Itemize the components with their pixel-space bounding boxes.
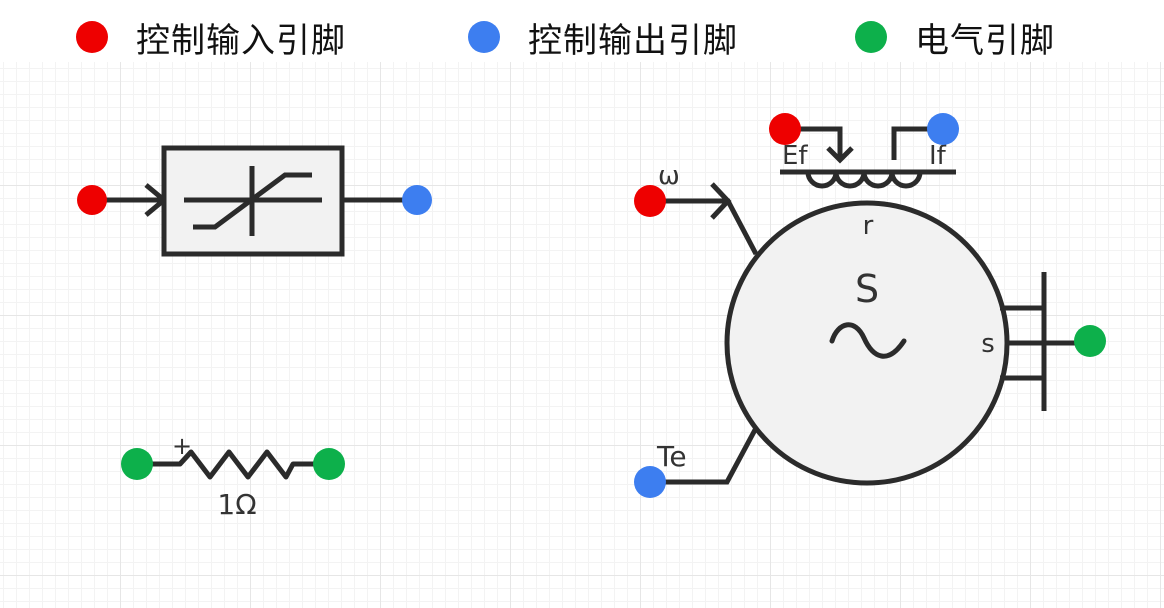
saturation-curve-icon xyxy=(193,172,312,230)
ef-arrow-icon xyxy=(826,146,854,164)
legend-electrical: 电气引脚 xyxy=(855,12,1055,62)
resistor-pin-left[interactable] xyxy=(121,448,153,480)
resistor-pin-right[interactable] xyxy=(313,448,345,480)
ac-wave-icon xyxy=(829,322,907,359)
stator-label: s xyxy=(981,329,995,359)
omega-label: ω xyxy=(658,161,680,191)
green-dot-icon xyxy=(855,21,887,53)
control-input-pin[interactable] xyxy=(77,185,107,215)
stator-electrical-pin[interactable] xyxy=(1074,325,1106,357)
legend-label-control-input: 控制输入引脚 xyxy=(136,20,346,61)
te-output-pin[interactable] xyxy=(634,466,666,498)
omega-input-pin[interactable] xyxy=(634,185,666,217)
legend-control-output: 控制输出引脚 xyxy=(468,12,738,62)
legend-label-control-output: 控制输出引脚 xyxy=(528,20,738,61)
field-coil-icon xyxy=(805,171,923,189)
ef-input-pin[interactable] xyxy=(769,113,801,145)
if-output-pin[interactable] xyxy=(927,113,959,145)
ef-wire xyxy=(799,126,843,160)
synchronous-machine[interactable]: ω Te Ef If r S s xyxy=(634,113,1106,498)
te-wire xyxy=(650,426,759,485)
if-wire xyxy=(891,126,930,160)
ef-label: Ef xyxy=(782,141,808,171)
control-output-pin[interactable] xyxy=(402,185,432,215)
if-label: If xyxy=(929,141,947,171)
blue-dot-icon xyxy=(468,21,500,53)
legend-control-input: 控制输入引脚 xyxy=(76,12,346,62)
omega-wire xyxy=(650,198,759,256)
resistor[interactable]: + 1Ω xyxy=(121,432,345,521)
legend-label-electrical: 电气引脚 xyxy=(915,20,1055,61)
te-label: Te xyxy=(656,440,687,473)
resistor-polarity-label: + xyxy=(172,432,192,460)
resistor-zigzag-icon xyxy=(137,449,330,480)
saturation-block[interactable] xyxy=(77,145,432,257)
resistor-value-label: 1Ω xyxy=(217,488,256,521)
rotor-label: r xyxy=(863,211,874,241)
red-dot-icon xyxy=(76,21,108,53)
machine-symbol: S xyxy=(855,267,879,311)
omega-arrow-icon xyxy=(710,182,732,220)
